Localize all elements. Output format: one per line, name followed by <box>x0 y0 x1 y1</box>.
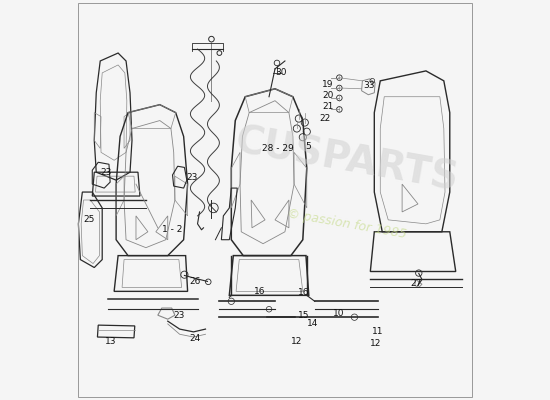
Text: 21: 21 <box>322 102 333 111</box>
Text: 16: 16 <box>298 288 309 297</box>
Text: 30: 30 <box>275 68 287 77</box>
Text: 33: 33 <box>363 81 375 90</box>
Text: 24: 24 <box>190 334 201 343</box>
Text: 25: 25 <box>84 215 95 224</box>
Text: 19: 19 <box>322 80 333 89</box>
Text: © passion for 1985: © passion for 1985 <box>286 207 407 241</box>
Text: 23: 23 <box>174 311 185 320</box>
Text: 12: 12 <box>370 338 382 348</box>
Text: 20: 20 <box>322 92 333 100</box>
Text: 1 - 2: 1 - 2 <box>162 225 182 234</box>
Text: 28 - 29: 28 - 29 <box>262 144 294 153</box>
Text: 23: 23 <box>100 168 112 177</box>
Text: 22: 22 <box>320 114 331 123</box>
Text: 10: 10 <box>333 309 344 318</box>
Text: 13: 13 <box>105 336 117 346</box>
Text: 11: 11 <box>372 326 384 336</box>
Text: 14: 14 <box>307 320 318 328</box>
Text: CUSPARTS: CUSPARTS <box>232 122 461 199</box>
Text: 16: 16 <box>254 287 266 296</box>
Text: 5: 5 <box>305 142 311 151</box>
Text: 26: 26 <box>190 277 201 286</box>
Text: 27: 27 <box>411 279 422 288</box>
Text: 12: 12 <box>291 336 302 346</box>
Text: 15: 15 <box>298 311 309 320</box>
Text: 23: 23 <box>187 173 198 182</box>
